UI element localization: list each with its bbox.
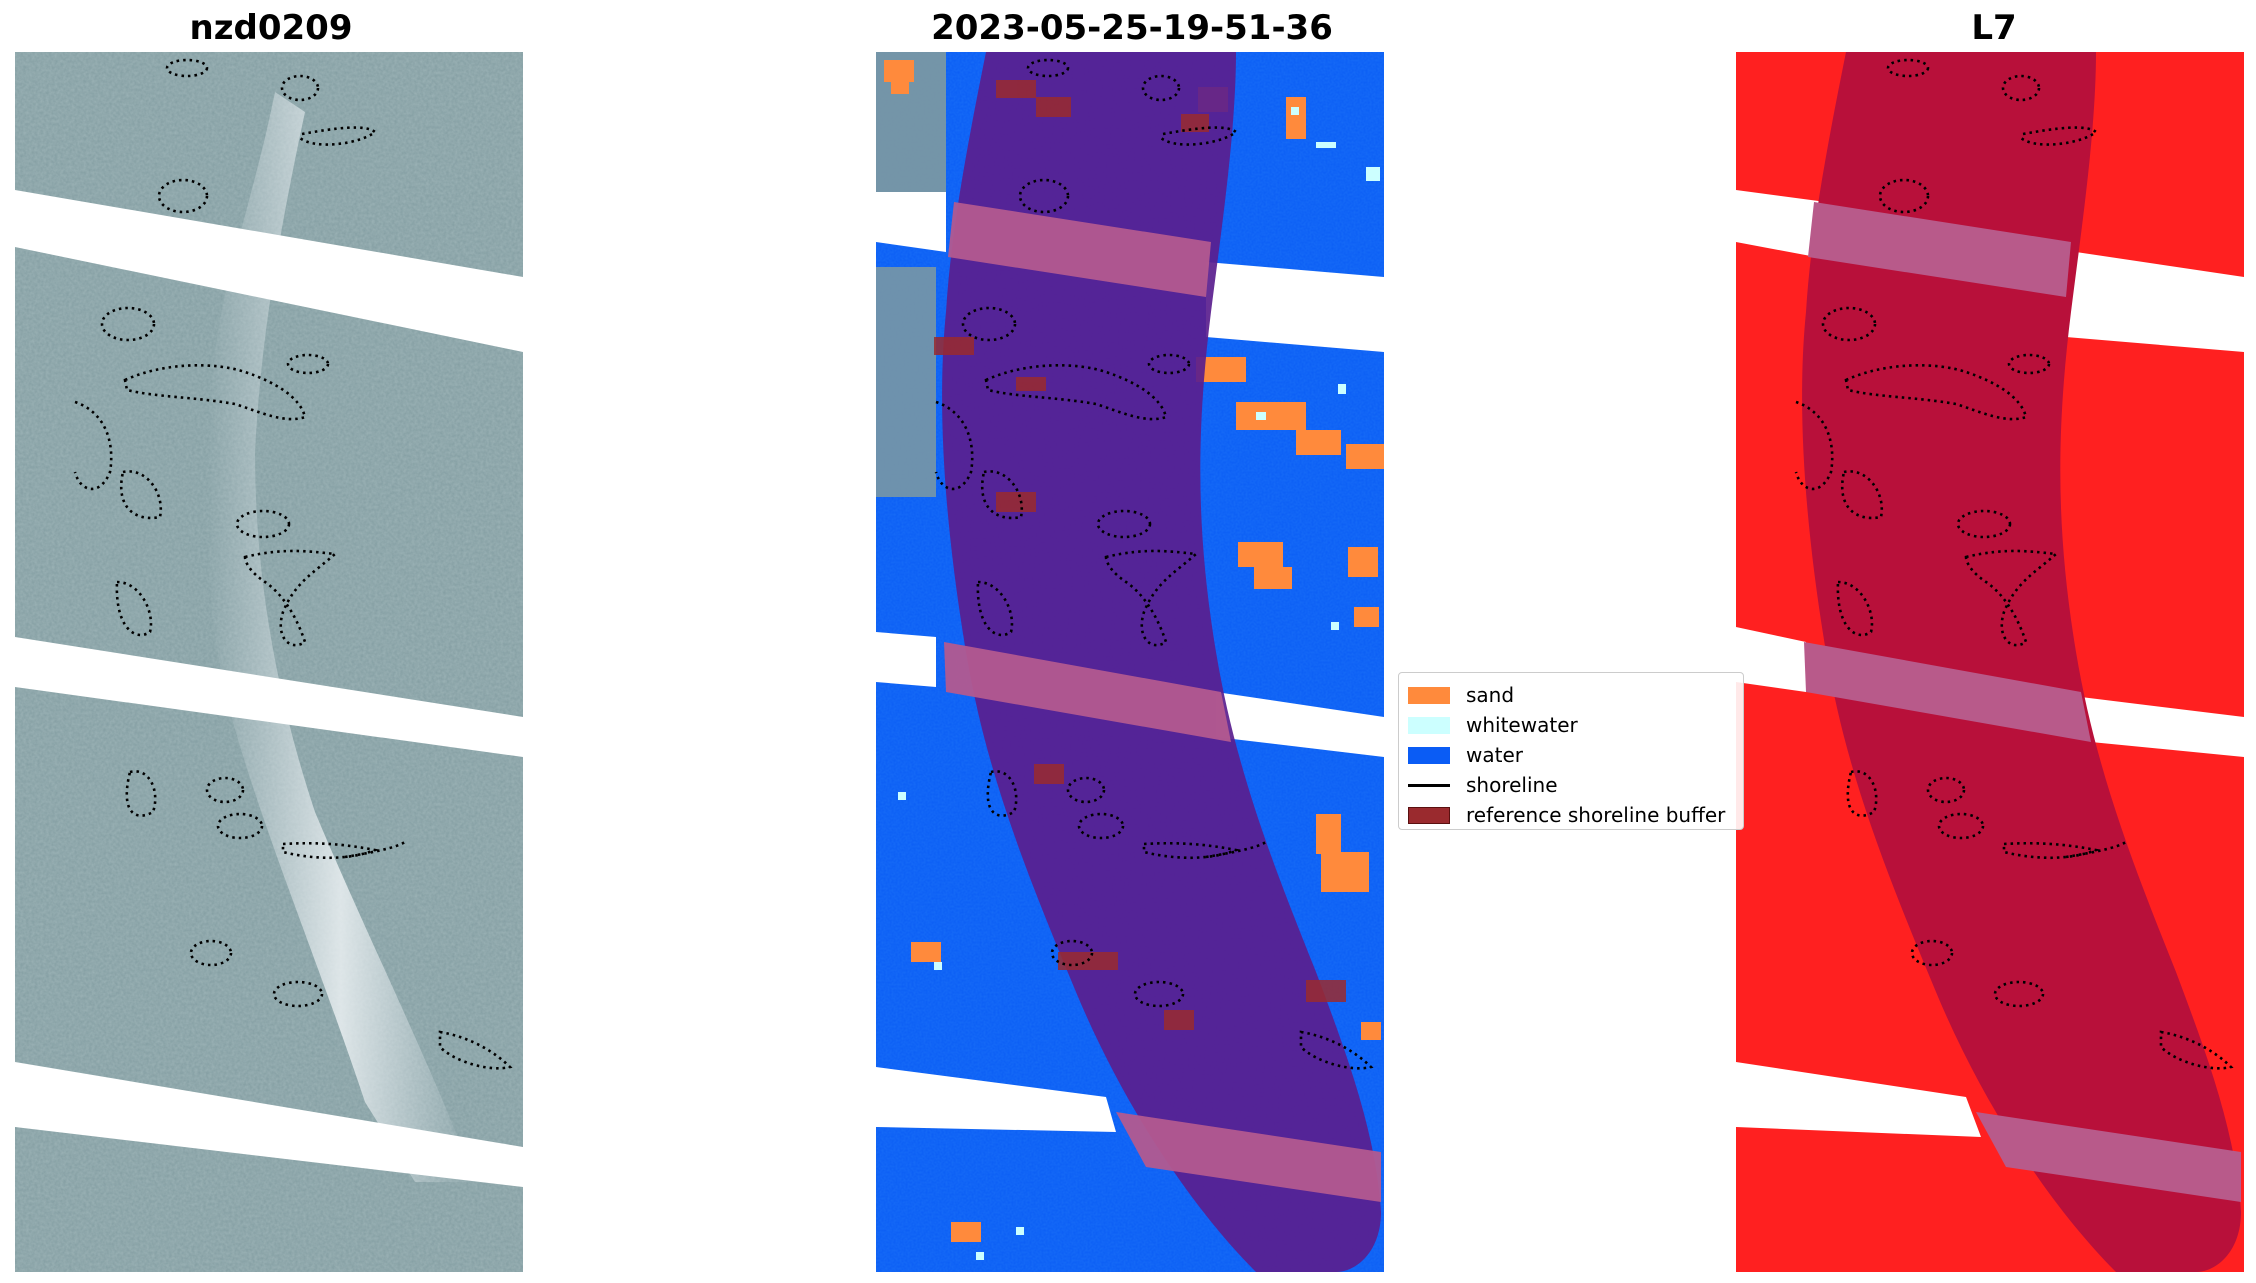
whitewater-class-specks bbox=[898, 107, 1380, 1260]
l7-panel bbox=[1736, 52, 2244, 1272]
legend-label-sand: sand bbox=[1466, 683, 1515, 707]
shoreline-line-swatch bbox=[1408, 783, 1450, 787]
legend-item-reference-buffer: reference shoreline buffer bbox=[1399, 800, 1726, 829]
nodata-stripes bbox=[15, 190, 523, 1187]
legend-item-sand: sand bbox=[1399, 680, 1514, 710]
legend-item-water: water bbox=[1399, 740, 1523, 770]
legend-label-whitewater: whitewater bbox=[1466, 713, 1578, 737]
reference-buffer-overlay bbox=[934, 52, 1381, 1272]
reference-buffer-swatch bbox=[1408, 806, 1450, 824]
legend-label-water: water bbox=[1466, 743, 1523, 767]
nodata-stripes-l7 bbox=[1736, 190, 2244, 1137]
classification-panel bbox=[876, 52, 1384, 1272]
legend-label-shoreline: shoreline bbox=[1466, 773, 1558, 797]
whitewater-swatch bbox=[1408, 716, 1450, 734]
shoreline-contours-classified bbox=[934, 58, 1374, 1070]
nodata-stripes-classified bbox=[876, 192, 1384, 1132]
shoreline-contours-l7 bbox=[1794, 58, 2234, 1070]
water-swatch bbox=[1408, 746, 1450, 764]
legend: sand whitewater water shoreline referenc… bbox=[1398, 672, 1744, 830]
l7-buffer-overlay bbox=[1802, 52, 2241, 1272]
rgb-image-panel bbox=[15, 52, 523, 1272]
shoreline-contours bbox=[73, 58, 513, 1070]
legend-label-reference-buffer: reference shoreline buffer bbox=[1466, 803, 1726, 827]
panel-title-rgb: nzd0209 bbox=[189, 8, 353, 48]
panel-title-l7: L7 bbox=[1971, 8, 2017, 48]
legend-item-whitewater: whitewater bbox=[1399, 710, 1578, 740]
panel-title-classified: 2023-05-25-19-51-36 bbox=[931, 8, 1333, 48]
legend-item-shoreline: shoreline bbox=[1399, 770, 1558, 800]
sand-swatch bbox=[1408, 686, 1450, 704]
